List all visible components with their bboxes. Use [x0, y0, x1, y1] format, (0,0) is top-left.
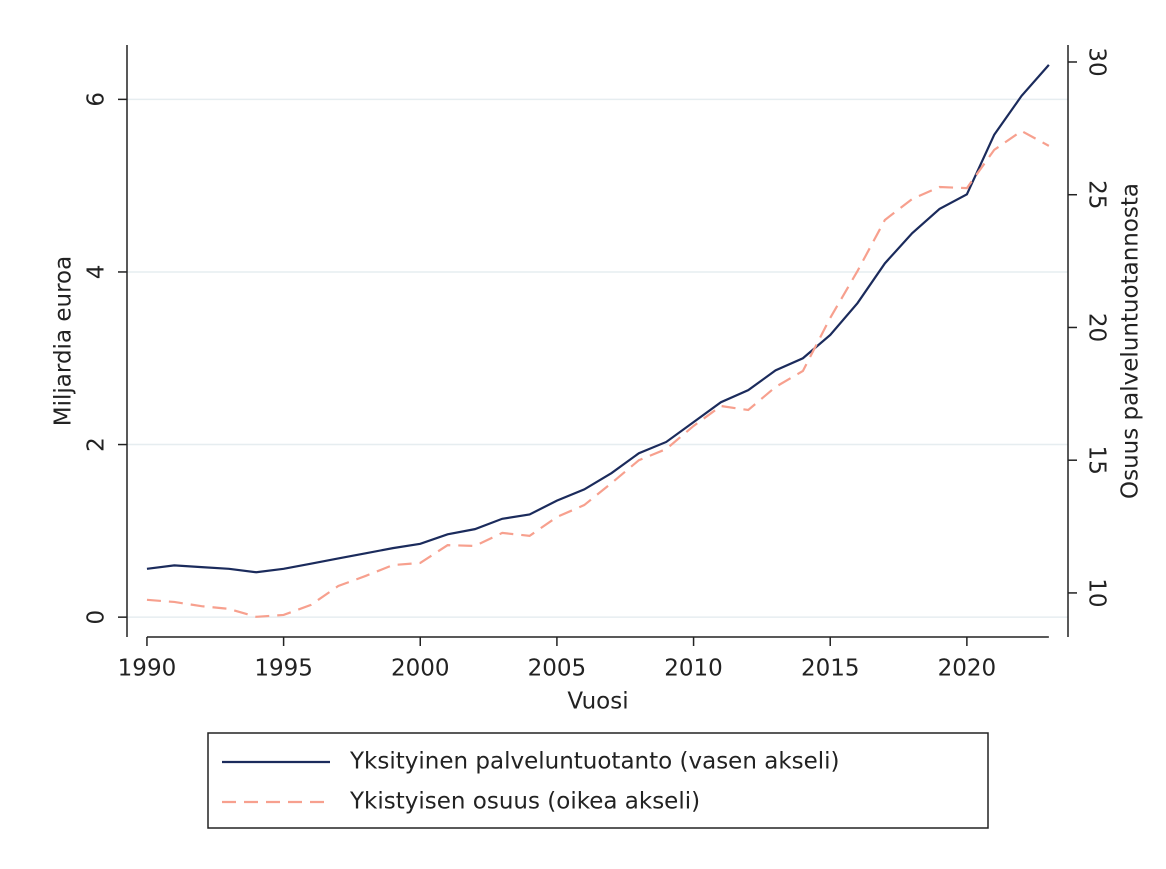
- y-tick-label: 2: [84, 437, 110, 452]
- y-axis-label: Miljardia euroa: [51, 256, 77, 426]
- y2-axis-label: Osuus palveluntuotannosta: [1118, 183, 1144, 499]
- x-tick-label: 2015: [801, 656, 860, 682]
- series-line: [146, 64, 1050, 574]
- x-tick-label: 2005: [528, 656, 587, 682]
- legend-box: [207, 732, 989, 829]
- y2-tick-label: 15: [1084, 446, 1110, 475]
- y2-tick-label: 30: [1084, 47, 1110, 76]
- legend-label: Ykistyisen osuus (oikea akseli): [349, 789, 700, 815]
- y-tick-label: 0: [84, 610, 110, 625]
- y2-tick-label: 20: [1084, 313, 1110, 342]
- x-tick-label: 1990: [118, 656, 177, 682]
- y-tick-label: 6: [84, 92, 110, 107]
- y-tick-label: 4: [84, 265, 110, 280]
- x-axis-label: Vuosi: [567, 689, 628, 715]
- series-line: [146, 129, 1050, 618]
- x-tick-label: 2010: [664, 656, 723, 682]
- legend-label: Yksityinen palveluntuotanto (vasen aksel…: [349, 749, 840, 775]
- y2-tick-label: 25: [1084, 180, 1110, 209]
- y2-tick-label: 10: [1084, 578, 1110, 607]
- x-tick-label: 1995: [254, 656, 313, 682]
- x-tick-label: 2020: [938, 656, 997, 682]
- x-tick-label: 2000: [391, 656, 450, 682]
